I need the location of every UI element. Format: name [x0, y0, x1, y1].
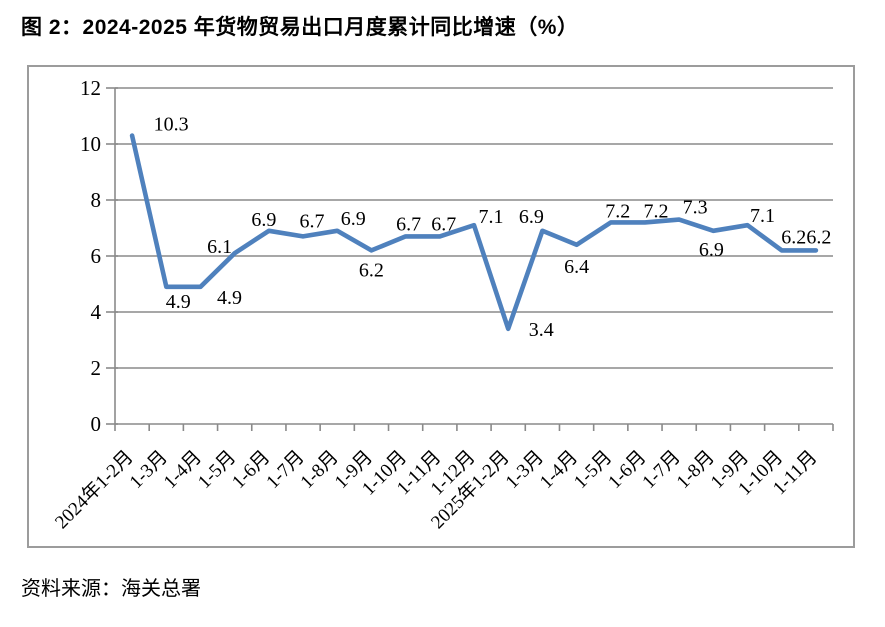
y-tick-label: 6 [91, 244, 102, 268]
x-category-label: 1-7月 [262, 447, 308, 493]
x-category-label: 1-4月 [160, 447, 206, 493]
data-label: 7.1 [750, 205, 775, 227]
data-label: 10.3 [154, 114, 189, 136]
data-label: 4.9 [166, 291, 191, 313]
y-tick-label: 8 [91, 188, 102, 212]
data-label: 6.2 [359, 259, 384, 281]
data-label: 7.1 [479, 206, 504, 228]
x-category-label: 1-3月 [126, 447, 172, 493]
source-note: 资料来源：海关总署 [21, 578, 201, 600]
x-category-label: 1-3月 [502, 447, 548, 493]
chart-area: 0 2 4 6 8 10 12 2024年1-2月 1-3月 1-4月 1-5月 1-6月 1-7月 1-… [27, 65, 855, 548]
data-label: 6.2 [806, 226, 831, 248]
x-category-label: 1-5月 [194, 447, 240, 493]
data-label: 6.7 [300, 210, 325, 232]
x-category-label: 1-6月 [228, 447, 274, 493]
data-label: 6.9 [341, 208, 366, 230]
page-title: 图 2：2024-2025 年货物贸易出口月度累计同比增速（%） [21, 16, 579, 39]
y-tick-label: 12 [80, 76, 101, 100]
x-category-label: 1-4月 [536, 447, 582, 493]
data-label: 7.2 [643, 200, 668, 222]
x-category-label: 2024年1-2月 [50, 446, 137, 533]
x-category-label: 1-5月 [570, 447, 616, 493]
x-category-label: 1-7月 [638, 447, 684, 493]
data-label: 6.9 [251, 209, 276, 231]
data-label: 6.1 [207, 236, 232, 258]
data-label: 4.9 [217, 287, 242, 309]
data-label: 7.2 [605, 200, 630, 222]
x-category-label: 1-8月 [297, 447, 343, 493]
y-tick-label: 0 [91, 412, 102, 436]
data-label: 3.4 [529, 319, 554, 341]
data-label: 6.4 [564, 256, 589, 278]
data-label: 6.2 [781, 226, 806, 248]
data-label: 6.7 [396, 213, 421, 235]
data-label: 6.7 [431, 213, 456, 235]
data-label: 6.9 [699, 239, 724, 261]
y-tick-label: 2 [91, 356, 102, 380]
data-label: 6.9 [519, 206, 544, 228]
line-series [129, 133, 819, 332]
y-tick-label: 10 [80, 132, 101, 156]
data-label: 7.3 [683, 197, 708, 219]
y-tick-label: 4 [91, 300, 102, 324]
x-category-label: 1-8月 [673, 447, 719, 493]
x-category-label: 1-6月 [604, 447, 650, 493]
line-chart: 0246810122024年1-2月1-3月1-4月1-5月1-6月1-7月1-… [50, 76, 834, 533]
